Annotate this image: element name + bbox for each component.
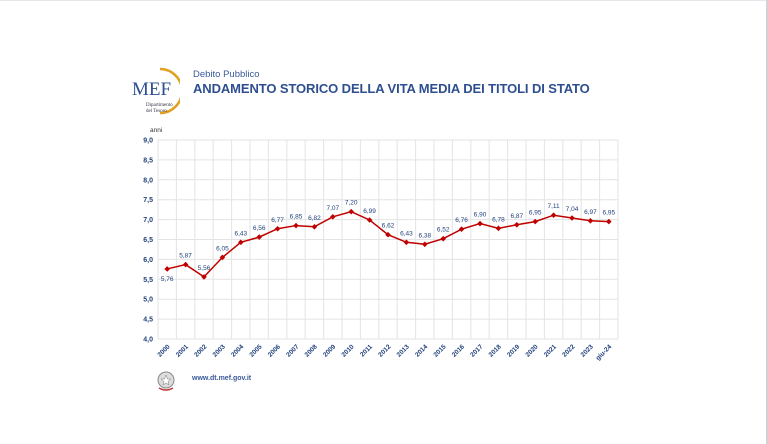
data-label: 6,90 (474, 212, 487, 219)
y-tick-label: 9,0 (143, 138, 153, 145)
y-tick-label: 4,5 (143, 317, 153, 324)
y-tick-label: 6,0 (143, 257, 153, 264)
data-point (256, 234, 262, 240)
y-tick-label: 8,5 (143, 157, 153, 164)
data-point (477, 220, 483, 227)
data-label: 6,99 (363, 208, 376, 215)
data-label: 7,20 (345, 200, 358, 207)
y-tick-label: 7,5 (143, 197, 153, 204)
data-point (532, 218, 538, 225)
data-label: 6,97 (584, 209, 597, 216)
website-link[interactable]: www.dt.mef.gov.it (192, 375, 252, 382)
data-point (366, 217, 373, 223)
y-tick-label: 7,0 (143, 217, 153, 224)
x-tick-label: 2005 (248, 343, 263, 358)
data-line (167, 210, 609, 278)
mef-logo: MEF (132, 67, 180, 115)
data-point (219, 254, 226, 261)
x-tick-label: giu-24 (595, 343, 614, 362)
x-tick-label: 2015 (432, 343, 447, 358)
data-label: 7,07 (326, 205, 339, 212)
data-label: 6,38 (418, 232, 431, 239)
data-label: 5,76 (161, 276, 174, 283)
data-label: 5,87 (179, 253, 192, 260)
data-point (495, 225, 502, 232)
x-tick-label: 2014 (414, 343, 429, 358)
data-point (422, 241, 428, 248)
data-point (293, 222, 299, 229)
data-label: 6,78 (492, 216, 505, 223)
data-label: 6,43 (234, 230, 247, 237)
x-tick-label: 2022 (561, 343, 576, 358)
data-point (403, 239, 410, 246)
chart-subtitle: Debito Pubblico (193, 69, 260, 80)
data-point (440, 235, 446, 242)
x-tick-label: 2017 (469, 343, 484, 358)
y-axis-label: anni (150, 127, 162, 134)
y-tick-label: 4,0 (143, 337, 153, 344)
data-point (238, 239, 244, 246)
x-tick-label: 2010 (340, 343, 355, 358)
x-tick-label: 2004 (230, 343, 245, 358)
y-tick-label: 6,5 (143, 237, 153, 244)
data-point (514, 221, 520, 228)
x-tick-label: 2006 (267, 343, 282, 358)
data-point (274, 225, 281, 232)
data-label: 6,95 (529, 210, 542, 217)
y-tick-label: 5,5 (143, 277, 153, 284)
data-point (182, 261, 189, 268)
x-tick-label: 2023 (580, 343, 595, 358)
data-label: 6,82 (308, 215, 321, 222)
data-point (311, 223, 318, 230)
data-label: 6,05 (216, 245, 229, 252)
data-label: 6,95 (602, 210, 615, 217)
x-tick-label: 2001 (175, 343, 190, 358)
x-tick-label: 2018 (488, 343, 503, 358)
data-point (569, 215, 575, 221)
y-tick-label: 8,0 (143, 177, 153, 184)
y-tick-label: 5,0 (143, 297, 153, 304)
data-label: 6,52 (437, 227, 450, 234)
data-point (550, 212, 557, 219)
x-tick-label: 2000 (156, 343, 171, 358)
data-point (458, 226, 465, 232)
logo-text: MEF (132, 79, 171, 100)
data-label: 6,76 (455, 217, 468, 224)
x-tick-label: 2021 (543, 343, 558, 358)
x-tick-label: 2002 (193, 343, 208, 358)
data-label: 6,87 (510, 213, 523, 220)
data-label: 6,85 (290, 214, 303, 221)
logo-subtext: Dipartimento del Tesoro (146, 103, 173, 114)
chart-title: ANDAMENTO STORICO DELLA VITA MEDIA DEI T… (193, 81, 590, 96)
x-tick-label: 2008 (304, 343, 319, 358)
x-tick-label: 2019 (506, 343, 521, 358)
data-label: 5,56 (198, 265, 211, 272)
data-label: 6,43 (400, 230, 413, 237)
data-label: 7,04 (566, 206, 579, 213)
data-label: 7,11 (548, 203, 561, 210)
x-tick-label: 2011 (359, 343, 374, 358)
data-label: 6,77 (271, 217, 284, 224)
x-tick-label: 2013 (396, 343, 411, 358)
x-tick-label: 2003 (212, 343, 227, 358)
data-point (164, 266, 170, 272)
data-point (330, 214, 336, 220)
data-point (606, 218, 612, 225)
x-tick-label: 2007 (285, 343, 300, 358)
data-point (587, 217, 594, 224)
window-right-border (766, 0, 768, 444)
x-tick-label: 2016 (451, 343, 466, 358)
x-tick-label: 2012 (377, 343, 392, 358)
data-point (201, 274, 207, 280)
x-tick-label: 2020 (524, 343, 539, 358)
data-label: 6,62 (382, 223, 395, 230)
italian-republic-emblem-icon (157, 371, 175, 391)
x-tick-label: 2009 (322, 343, 337, 358)
data-point (348, 208, 354, 215)
window-top-border (0, 0, 768, 1)
data-point (385, 231, 391, 238)
data-label: 6,56 (253, 225, 266, 232)
